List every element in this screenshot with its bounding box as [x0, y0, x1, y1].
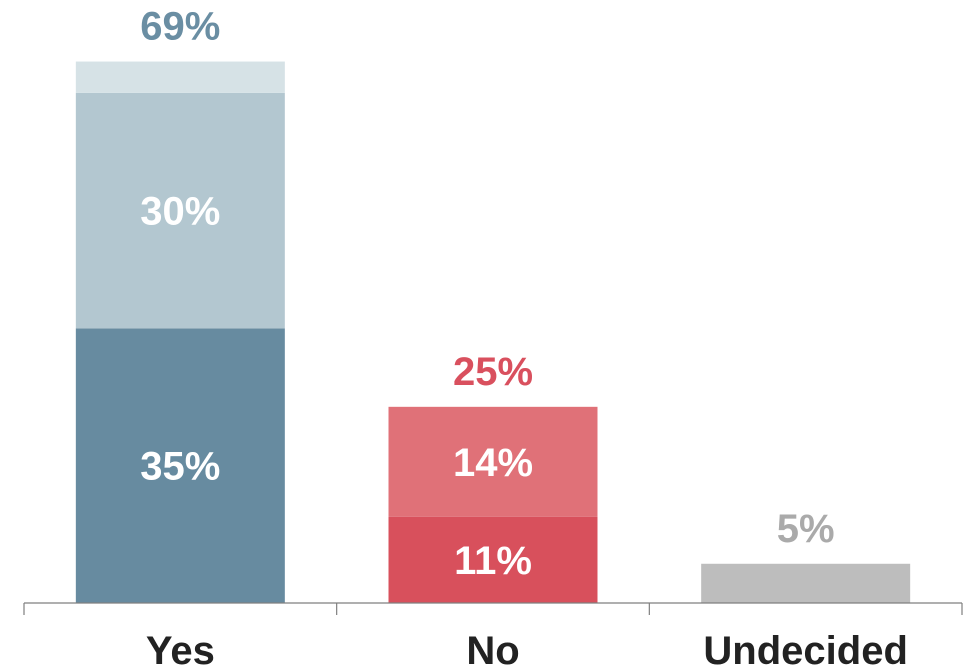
x-axis — [23, 602, 963, 615]
segment-label-no-1: 14% — [453, 441, 533, 485]
bar-segment-yes-2 — [75, 61, 285, 93]
bar-segment-yes-1 — [75, 92, 285, 329]
total-label-yes: 69% — [140, 5, 220, 49]
category-label-yes: Yes — [146, 629, 215, 671]
segment-label-yes-1: 30% — [140, 190, 220, 234]
bar-segment-no-0 — [388, 516, 598, 603]
bar-segment-undecided-0 — [701, 563, 911, 603]
bar-segment-no-1 — [388, 406, 598, 517]
total-label-no: 25% — [453, 350, 533, 394]
bars-layer — [75, 61, 911, 603]
category-label-no: No — [466, 629, 519, 671]
segment-label-no-0: 11% — [454, 539, 532, 583]
total-label-undecided: 5% — [777, 507, 835, 551]
bar-segment-yes-0 — [75, 328, 285, 603]
labels-layer: 35% 30% 69% Yes 11% 14% 25% No 5% Undecided — [140, 5, 908, 671]
segment-label-yes-0: 35% — [140, 445, 220, 489]
category-label-undecided: Undecided — [703, 629, 907, 671]
